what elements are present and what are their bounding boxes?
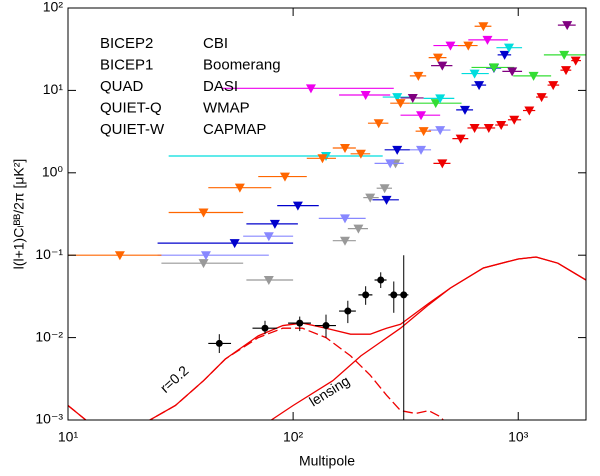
upper-limit bbox=[482, 35, 493, 45]
upper-limit bbox=[478, 22, 489, 32]
upper-limit bbox=[496, 121, 507, 131]
upper-limit bbox=[548, 81, 559, 91]
upper-limit bbox=[114, 251, 125, 261]
upper-limit bbox=[507, 67, 518, 77]
x-tick-label: 10² bbox=[283, 429, 304, 445]
x-axis-label: Multipole bbox=[299, 453, 355, 469]
upper-limit bbox=[469, 123, 480, 133]
upper-limit bbox=[407, 93, 418, 103]
upper-limit bbox=[488, 63, 499, 73]
upper-limit bbox=[379, 184, 390, 194]
data-point bbox=[261, 324, 269, 332]
upper-limit bbox=[435, 94, 446, 104]
upper-limit bbox=[360, 90, 371, 100]
upper-limit bbox=[432, 53, 443, 63]
upper-limit bbox=[392, 145, 403, 155]
upper-limit bbox=[445, 41, 456, 51]
upper-limit bbox=[499, 50, 510, 60]
upper-limit bbox=[562, 21, 573, 31]
upper-limit bbox=[395, 99, 406, 109]
legend-entry: QUAD bbox=[100, 78, 144, 95]
upper-limit bbox=[459, 105, 470, 115]
upper-limit bbox=[263, 232, 274, 242]
legend-entry: Boomerang bbox=[203, 56, 281, 73]
y-tick-label: 10⁰ bbox=[42, 164, 64, 180]
upper-limit bbox=[279, 172, 290, 182]
upper-limit bbox=[418, 127, 429, 137]
upper-limit bbox=[317, 154, 328, 164]
upper-limit bbox=[355, 149, 366, 159]
y-tick-label: 10⁻³ bbox=[35, 411, 63, 427]
upper-limit bbox=[536, 93, 547, 103]
upper-limit bbox=[469, 69, 480, 79]
data-point bbox=[390, 291, 398, 299]
data-point bbox=[322, 322, 330, 330]
y-axis-label: l(l+1)Cₗᴮᴮ/2π [μK²] bbox=[11, 159, 27, 270]
theory-curve bbox=[68, 256, 586, 420]
legend-entry: CAPMAP bbox=[203, 121, 266, 138]
legend-entry: DASI bbox=[203, 78, 238, 95]
upper-limit bbox=[305, 84, 316, 94]
x-tick-label: 10³ bbox=[508, 429, 529, 445]
upper-limit bbox=[528, 71, 539, 81]
upper-limit bbox=[437, 159, 448, 169]
data-point bbox=[362, 291, 370, 299]
upper-limit bbox=[292, 201, 303, 211]
upper-limit bbox=[339, 143, 350, 153]
upper-limit bbox=[413, 71, 424, 81]
curve-label: r=0.2 bbox=[157, 362, 192, 396]
legend-entry: CBI bbox=[203, 35, 228, 52]
upper-limit bbox=[504, 43, 515, 53]
upper-limit bbox=[474, 81, 485, 91]
data-point bbox=[377, 276, 385, 284]
upper-limit bbox=[392, 93, 403, 103]
upper-limit bbox=[430, 99, 441, 109]
upper-limit bbox=[437, 61, 448, 71]
upper-limit bbox=[263, 276, 274, 286]
upper-limit bbox=[463, 41, 474, 51]
data-point bbox=[215, 339, 223, 347]
upper-limit bbox=[269, 219, 280, 229]
upper-limit bbox=[416, 145, 427, 155]
curve-label: lensing bbox=[306, 372, 352, 409]
data-point bbox=[400, 291, 408, 299]
upper-limit bbox=[381, 195, 392, 205]
legend-entry: BICEP1 bbox=[100, 56, 153, 73]
y-tick-label: 10⁻¹ bbox=[35, 246, 63, 262]
upper-limit bbox=[198, 208, 209, 218]
plot-area bbox=[68, 21, 586, 420]
upper-limit bbox=[234, 183, 245, 193]
legend-entry: QUIET-Q bbox=[100, 99, 162, 116]
theory-curve bbox=[68, 327, 445, 420]
data-point bbox=[344, 307, 352, 315]
legend-entry: BICEP2 bbox=[100, 35, 153, 52]
upper-limit bbox=[385, 159, 396, 169]
upper-limit bbox=[229, 239, 240, 249]
legend-entry: QUIET-W bbox=[100, 121, 165, 138]
upper-limit bbox=[198, 259, 209, 269]
plot-frame bbox=[67, 7, 587, 421]
upper-limit bbox=[559, 50, 570, 60]
upper-limit bbox=[509, 115, 520, 125]
y-tick-label: 10² bbox=[43, 0, 64, 15]
upper-limit bbox=[483, 123, 494, 133]
upper-limit bbox=[200, 251, 211, 261]
upper-limit bbox=[365, 193, 376, 203]
upper-limit bbox=[435, 126, 446, 136]
y-tick-label: 10⁻² bbox=[35, 328, 63, 344]
upper-limit bbox=[353, 224, 364, 234]
upper-limit bbox=[524, 106, 535, 116]
upper-limit bbox=[416, 111, 427, 121]
upper-limit bbox=[373, 119, 384, 129]
y-tick-label: 10¹ bbox=[43, 81, 64, 97]
upper-limit bbox=[561, 66, 572, 76]
x-tick-label: 10¹ bbox=[58, 429, 79, 445]
upper-limit bbox=[570, 56, 581, 66]
upper-limit bbox=[339, 236, 350, 246]
upper-limit bbox=[455, 134, 466, 144]
legend-entry: WMAP bbox=[203, 99, 250, 116]
upper-limit bbox=[339, 214, 350, 224]
data-point bbox=[296, 319, 304, 327]
